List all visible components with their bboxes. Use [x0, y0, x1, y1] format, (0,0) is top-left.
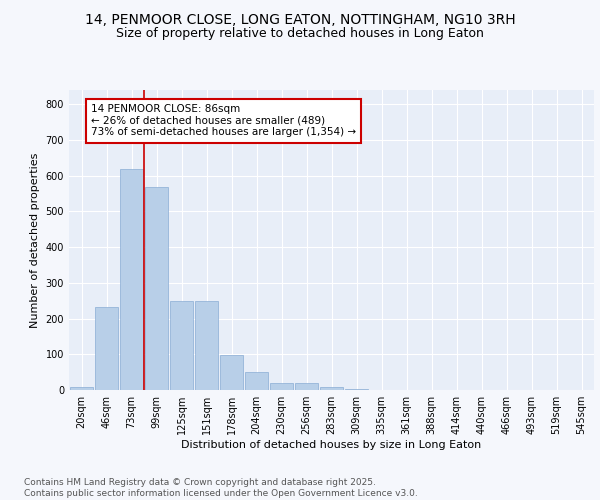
Bar — [170, 300, 193, 390]
Text: Size of property relative to detached houses in Long Eaton: Size of property relative to detached ho… — [116, 28, 484, 40]
X-axis label: Distribution of detached houses by size in Long Eaton: Distribution of detached houses by size … — [181, 440, 482, 450]
Text: 14, PENMOOR CLOSE, LONG EATON, NOTTINGHAM, NG10 3RH: 14, PENMOOR CLOSE, LONG EATON, NOTTINGHA… — [85, 12, 515, 26]
Text: 14 PENMOOR CLOSE: 86sqm
← 26% of detached houses are smaller (489)
73% of semi-d: 14 PENMOOR CLOSE: 86sqm ← 26% of detache… — [91, 104, 356, 138]
Bar — [220, 356, 243, 390]
Bar — [95, 307, 118, 390]
Bar — [195, 300, 218, 390]
Bar — [245, 372, 268, 390]
Bar — [120, 168, 143, 390]
Bar — [320, 387, 343, 390]
Bar — [270, 383, 293, 390]
Y-axis label: Number of detached properties: Number of detached properties — [30, 152, 40, 328]
Bar — [295, 383, 318, 390]
Bar — [70, 387, 93, 390]
Bar — [145, 187, 168, 390]
Bar — [345, 389, 368, 390]
Text: Contains HM Land Registry data © Crown copyright and database right 2025.
Contai: Contains HM Land Registry data © Crown c… — [24, 478, 418, 498]
